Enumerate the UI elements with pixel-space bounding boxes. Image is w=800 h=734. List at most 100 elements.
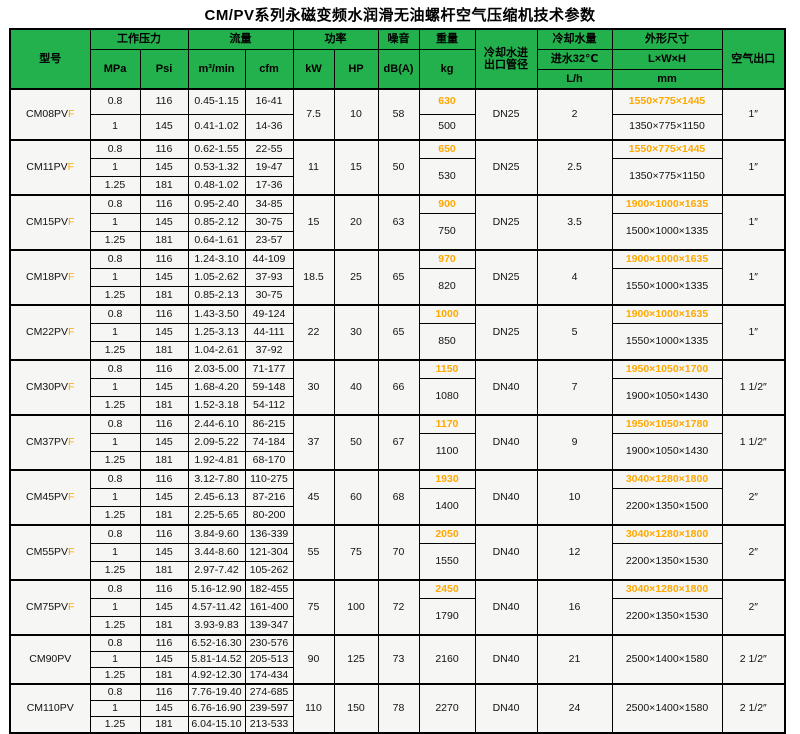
table-row: 1.25 181 1.92-4.81 68-170 [10,451,785,471]
cell-cfm: 44-109 [244,249,294,269]
cell-mpa: 1 [89,158,141,177]
cell-model: CM22PVF [9,304,91,361]
cell-kw: 30 [292,359,335,416]
header-unit-kw: kW [292,49,335,90]
cell-mpa: 0.8 [89,683,141,701]
table-row: 1.25 181 2.97-7.42 105-262 [10,561,785,581]
cell-mpa: 0.8 [89,194,141,214]
cell-flow: 0.41-1.02 [187,114,246,141]
cell-water: 12 [536,524,613,581]
header-cooling-water-unit: L/h [536,69,613,90]
header-cooling-pipe: 冷却水进 出口管径 [474,28,538,90]
cell-hp: 75 [333,524,379,581]
cell-psi: 145 [139,213,189,232]
cell-cfm: 30-75 [244,213,294,232]
cell-mpa: 1 [89,433,141,452]
cell-psi: 181 [139,616,189,636]
header-cooling-water-sub: 进水32℃ [536,49,613,70]
cell-flow: 3.44-8.60 [187,543,246,562]
model-text: CM30PV [26,380,69,393]
cell-flow: 0.85-2.13 [187,286,246,306]
cell-cfm: 30-75 [244,286,294,306]
cell-mpa: 0.8 [89,634,141,652]
cell-cfm: 44-111 [244,323,294,342]
header-dimensions: 外形尺寸 [611,28,723,50]
cell-kw: 22 [292,304,335,361]
table-row: 1.25 181 3.93-9.83 139-347 [10,616,785,636]
model-text: CM18PV [26,270,69,283]
cell-psi: 116 [139,139,189,159]
cell-mpa: 1.25 [89,451,141,471]
cell-cfm: 274-685 [244,683,294,701]
cell-pipe-dn: DN25 [474,139,538,196]
cell-mpa: 0.8 [89,304,141,324]
cell-water: 24 [536,683,613,734]
cell-psi: 116 [139,579,189,599]
cell-psi: 145 [139,598,189,617]
table-row: 1 145 3.44-8.60 121-304 1550 2200×1350×1530 [10,543,785,581]
cell-model: CM45PVF [9,469,91,526]
header-weight: 重量 [418,28,476,50]
cell-cfm: 16-41 [244,88,294,115]
cell-mpa: 0.8 [89,249,141,269]
model-text: CM15PV [26,215,69,228]
cell-weight: 1400 [418,488,476,526]
cell-pipe-dn: DN40 [474,359,538,416]
page-title: CM/PV系列永磁变频水润滑无油螺杆空气压缩机技术参数 [204,7,596,24]
table-row: CM75PVF 0.8 116 5.16-12.90 182-455 75 100 72 245… [9,579,786,636]
cell-hp: 40 [333,359,379,416]
cell-model: CM18PVF [9,249,91,306]
cell-dims: 2500×1400×1580 [611,634,723,685]
table-row: CM11PVF 0.8 116 0.62-1.55 22-55 11 15 50 650 DN25… [9,139,786,196]
cell-flow: 5.16-12.90 [187,579,246,599]
cell-hp: 125 [333,634,379,685]
cell-kw: 7.5 [292,88,335,141]
cell-kw: 45 [292,469,335,526]
table-row: 1 145 1.05-2.62 37-93 820 1550×1000×1335 [10,268,785,306]
cell-mpa: 0.8 [89,469,141,489]
cell-flow: 2.25-5.65 [187,506,246,526]
cell-outlet: 1 1/2″ [721,359,786,416]
cell-outlet: 2 1/2″ [721,683,786,734]
cell-dims: 2200×1350×1500 [611,488,723,526]
cell-psi: 116 [139,88,189,115]
header-flow: 流量 [187,28,294,50]
cell-weight: 850 [418,323,476,361]
table-row: 1.25 181 1.52-3.18 54-112 [10,396,785,416]
table-row: 1.25 181 0.64-1.61 23-57 [10,231,785,251]
cell-cfm: 174-434 [244,667,294,685]
cell-outlet: 1″ [721,194,786,251]
cell-noise: 68 [377,469,420,526]
cell-dims-highlight: 1550×775×1445 [611,139,723,159]
cell-noise: 65 [377,304,420,361]
cell-cfm: 80-200 [244,506,294,526]
cell-flow: 3.12-7.80 [187,469,246,489]
cell-kw: 11 [292,139,335,196]
header-unit-db: dB(A) [377,49,420,90]
cell-mpa: 1.25 [89,231,141,251]
cell-model: CM08PVF [9,88,91,141]
cell-flow: 2.44-6.10 [187,414,246,434]
cell-mpa: 1.25 [89,667,141,685]
cell-flow: 0.45-1.15 [187,88,246,115]
header-row-1: 型号 工作压力 流量 功率 噪音 重量 冷却水进 出口管径 冷却水量 外形尺寸 … [9,28,786,90]
header-outlet: 空气出口 [721,28,786,90]
cell-weight-highlight: 650 [418,139,476,159]
header-model: 型号 [9,28,91,90]
cell-dims-highlight: 1900×1000×1635 [611,304,723,324]
table-row: CM18PVF 0.8 116 1.24-3.10 44-109 18.5 25 65 970 D… [9,249,786,306]
cell-pipe-dn: DN25 [474,249,538,306]
table-row: 1.25 181 4.92-12.30 174-434 [10,667,785,685]
model-suffix: F [68,435,75,448]
table-row: CM55PVF 0.8 116 3.84-9.60 136-339 55 75 70 2050 D… [9,524,786,581]
header-cooling-water: 冷却水量 [536,28,613,50]
cell-cfm: 86-215 [244,414,294,434]
cell-model: CM90PV [9,634,91,685]
cell-cfm: 213-533 [244,716,294,734]
cell-outlet: 2″ [721,469,786,526]
cell-mpa: 0.8 [89,88,141,115]
cell-mpa: 1 [89,543,141,562]
cell-hp: 10 [333,88,379,141]
cell-weight-highlight: 1150 [418,359,476,379]
table-row: 1 145 5.81-14.52 205-513 [10,651,785,668]
